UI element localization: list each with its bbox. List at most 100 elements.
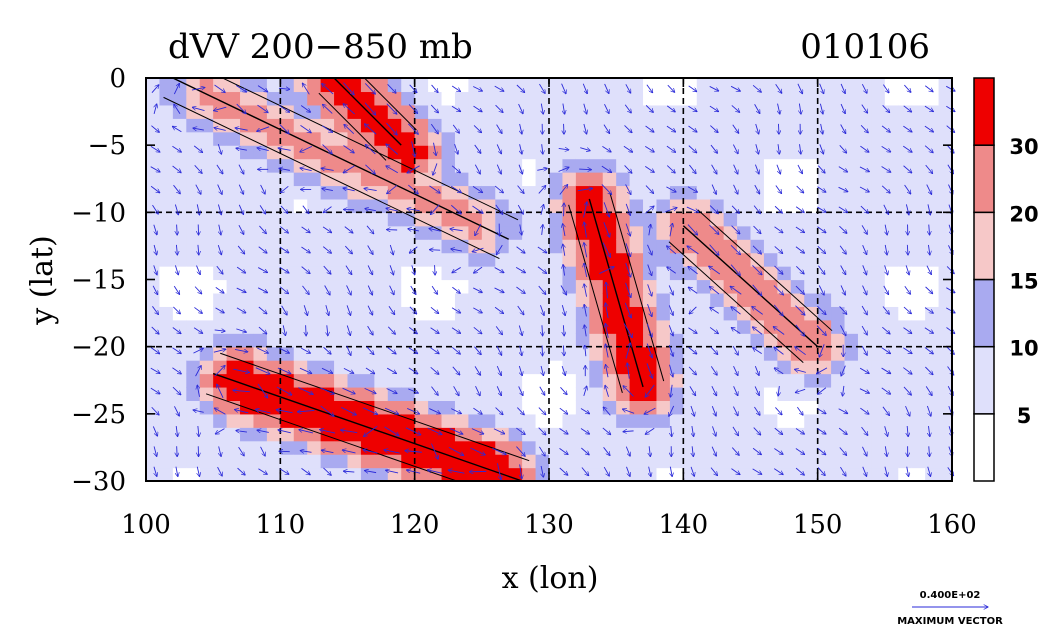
field-cell	[455, 347, 469, 361]
field-cell	[388, 441, 402, 455]
field-cell	[267, 280, 281, 294]
field-cell	[442, 454, 456, 468]
field-cell	[294, 280, 308, 294]
field-cell	[656, 427, 670, 441]
field-cell	[804, 400, 818, 414]
field-cell	[294, 185, 308, 199]
colorbar-swatch	[974, 280, 994, 347]
field-cell	[724, 441, 738, 455]
field-cell	[536, 293, 550, 307]
field-cell	[858, 266, 872, 280]
field-cell	[482, 118, 496, 132]
field-cell	[348, 468, 362, 482]
field-cell	[871, 212, 885, 226]
field-cell	[280, 266, 294, 280]
field-cell	[482, 172, 496, 186]
field-cell	[200, 78, 214, 92]
field-cell	[871, 360, 885, 374]
field-cell	[509, 172, 523, 186]
wind-vector	[177, 225, 178, 235]
field-cell	[227, 387, 241, 401]
field-cell	[536, 280, 550, 294]
field-cell	[871, 185, 885, 199]
field-cell	[348, 199, 362, 213]
field-cell	[267, 212, 281, 226]
field-cell	[388, 253, 402, 267]
field-cell	[294, 226, 308, 240]
field-cell	[159, 145, 173, 159]
field-cell	[697, 118, 711, 132]
field-cell	[576, 293, 590, 307]
field-cell	[791, 78, 805, 92]
field-cell	[549, 468, 563, 482]
field-cell	[751, 374, 765, 388]
field-cell	[683, 387, 697, 401]
field-cell	[898, 400, 912, 414]
field-cell	[791, 280, 805, 294]
field-cell	[871, 105, 885, 119]
field-cell	[468, 400, 482, 414]
field-cell	[294, 454, 308, 468]
field-cell	[253, 333, 267, 347]
field-cell	[683, 468, 697, 482]
field-cell	[831, 306, 845, 320]
field-cell	[374, 199, 388, 213]
field-cell	[173, 105, 187, 119]
field-cell	[428, 333, 442, 347]
field-cell	[509, 212, 523, 226]
field-cell	[374, 91, 388, 105]
field-cell	[240, 212, 254, 226]
field-cell	[912, 266, 926, 280]
field-cell	[227, 91, 241, 105]
field-cell	[536, 185, 550, 199]
field-cell	[536, 253, 550, 267]
field-cell	[549, 145, 563, 159]
field-cell	[697, 145, 711, 159]
field-cell	[509, 387, 523, 401]
field-cell	[858, 454, 872, 468]
field-cell	[710, 280, 724, 294]
field-cell	[724, 468, 738, 482]
field-cell	[294, 172, 308, 186]
field-cell	[401, 320, 415, 334]
field-cell	[173, 293, 187, 307]
field-cell	[737, 400, 751, 414]
field-cell	[562, 374, 576, 388]
field-cell	[939, 145, 953, 159]
field-cell	[630, 239, 644, 253]
field-cell	[818, 374, 832, 388]
field-cell	[818, 320, 832, 334]
field-cell	[925, 441, 939, 455]
field-cell	[549, 226, 563, 240]
field-cell	[294, 253, 308, 267]
field-cell	[159, 427, 173, 441]
y-tick-label: −30	[71, 467, 126, 497]
field-cell	[213, 253, 227, 267]
colorbar-swatch	[974, 212, 994, 279]
field-cell	[442, 253, 456, 267]
field-cell	[536, 454, 550, 468]
field-cell	[764, 266, 778, 280]
field-cell	[549, 280, 563, 294]
field-cell	[751, 226, 765, 240]
field-cell	[589, 387, 603, 401]
field-cell	[818, 293, 832, 307]
field-cell	[683, 400, 697, 414]
field-cell	[764, 387, 778, 401]
field-cell	[737, 145, 751, 159]
field-cell	[643, 306, 657, 320]
field-cell	[670, 132, 684, 146]
field-cell	[159, 212, 173, 226]
field-cell	[294, 374, 308, 388]
field-cell	[374, 360, 388, 374]
field-cell	[146, 427, 160, 441]
field-cell	[321, 132, 335, 146]
field-cell	[912, 441, 926, 455]
x-tick-label: 100	[121, 510, 171, 540]
field-cell	[871, 427, 885, 441]
field-cell	[549, 320, 563, 334]
field-cell	[630, 414, 644, 428]
field-cell	[697, 454, 711, 468]
field-cell	[576, 105, 590, 119]
field-cell	[227, 199, 241, 213]
